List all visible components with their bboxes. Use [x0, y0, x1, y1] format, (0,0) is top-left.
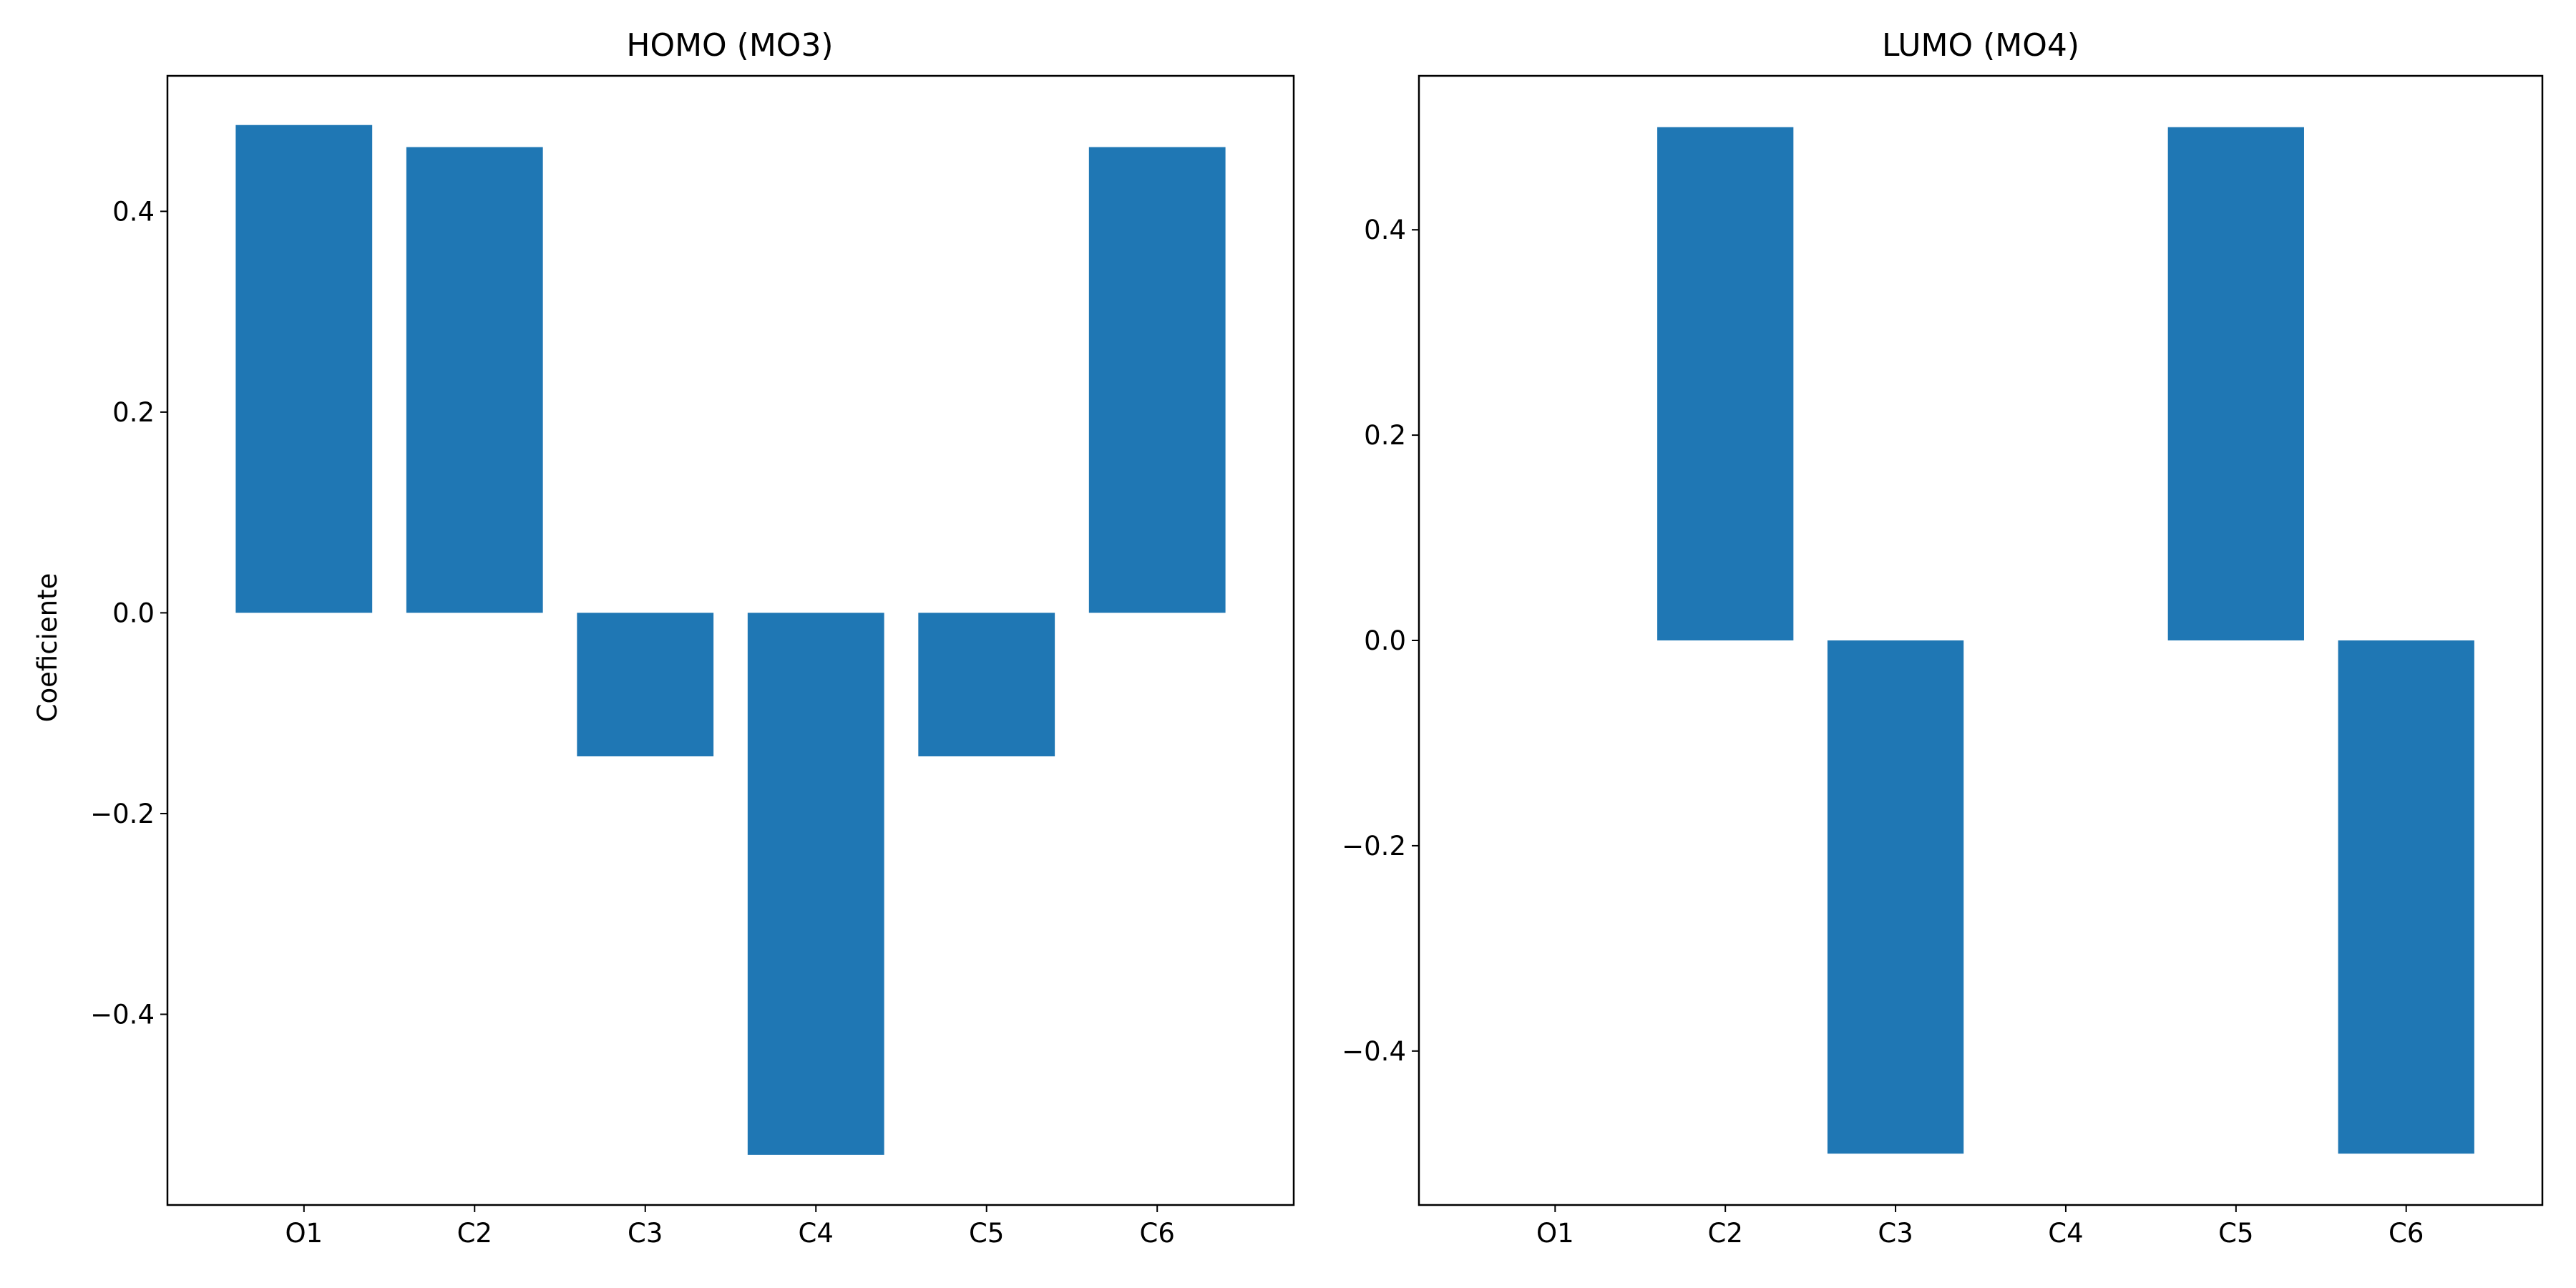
- y-axis-label-left: Coeficiente: [32, 573, 63, 723]
- x-ticks-left: O1 C2 C3 C4 C5 C6: [285, 1205, 1175, 1249]
- x-ticks-right: O1 C2 C3 C4 C5 C6: [1536, 1205, 2424, 1249]
- y-tick-label-right: 0.0: [1364, 625, 1406, 656]
- bar-right-C6: [2338, 640, 2474, 1154]
- chart-panel-right: LUMO (MO4) 0.4 0.2 0.0 −0.2 −0.4 O1 C2 C3 C4 C5 C…: [1342, 27, 2544, 1249]
- x-tick-label-right: C2: [1707, 1218, 1742, 1249]
- bar-left-O1: [235, 125, 373, 613]
- y-tick-label-left: 0.0: [112, 597, 155, 628]
- y-tick-label-right: 0.2: [1364, 420, 1406, 451]
- y-tick-label-left: −0.2: [90, 799, 155, 829]
- x-tick-label-left: C5: [969, 1218, 1004, 1249]
- y-ticks-right: 0.4 0.2 0.0 −0.2 −0.4: [1342, 215, 1419, 1067]
- x-tick-label-left: C3: [628, 1218, 663, 1249]
- x-tick-label-right: C3: [1878, 1218, 1913, 1249]
- bar-right-C2: [1657, 127, 1794, 640]
- y-tick-label-right: 0.4: [1364, 215, 1406, 245]
- x-tick-label-right: C4: [2048, 1218, 2083, 1249]
- x-tick-label-right: C5: [2218, 1218, 2253, 1249]
- x-tick-label-left: C6: [1140, 1218, 1175, 1249]
- plot-frame-left: [166, 74, 1295, 1206]
- x-tick-label-left: C4: [799, 1218, 834, 1249]
- y-ticks-left: 0.4 0.2 0.0 −0.2 −0.4: [90, 196, 167, 1030]
- bars-right: [1657, 127, 2474, 1154]
- bar-left-C6: [1088, 147, 1226, 613]
- bar-right-C5: [2167, 127, 2304, 640]
- bar-left-C4: [747, 613, 884, 1155]
- bar-right-C3: [1827, 640, 1964, 1154]
- y-tick-label-left: −0.4: [90, 999, 155, 1030]
- x-tick-label-right: C6: [2389, 1218, 2424, 1249]
- bars-left: [235, 125, 1226, 1155]
- x-tick-label-left: C2: [457, 1218, 492, 1249]
- x-tick-label-right: O1: [1536, 1218, 1574, 1249]
- x-tick-label-left: O1: [285, 1218, 323, 1249]
- chart-panel-left: HOMO (MO3) Coeficiente 0.4 0.2 0.0 −0.2 −0.4…: [32, 27, 1295, 1249]
- plot-frame-right: [1418, 74, 2544, 1206]
- y-tick-label-right: −0.2: [1342, 831, 1406, 862]
- chart-title-right: LUMO (MO4): [1882, 27, 2079, 64]
- bar-left-C2: [406, 147, 543, 613]
- chart-title-left: HOMO (MO3): [626, 27, 833, 64]
- y-tick-label-left: 0.4: [112, 196, 155, 227]
- bar-left-C5: [918, 613, 1055, 757]
- y-tick-label-left: 0.2: [112, 397, 155, 428]
- y-tick-label-right: −0.4: [1342, 1036, 1406, 1067]
- bar-left-C3: [577, 613, 714, 757]
